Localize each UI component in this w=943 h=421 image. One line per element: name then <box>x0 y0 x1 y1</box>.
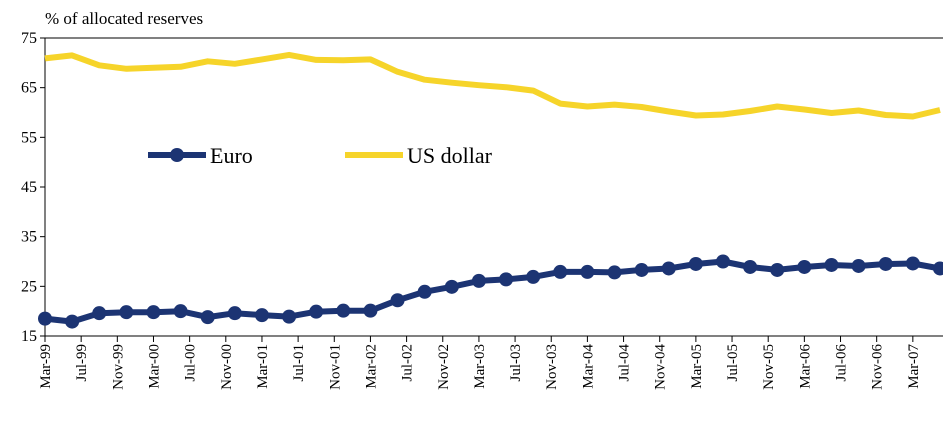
x-tick-label: Nov-03 <box>544 344 560 390</box>
x-tick-label: Mar-06 <box>797 344 813 389</box>
series-marker <box>797 259 812 274</box>
x-tick-label: Nov-06 <box>870 344 886 390</box>
legend-marker <box>170 148 184 162</box>
x-tick-label: Mar-07 <box>906 344 922 389</box>
x-tick-label: Jul-02 <box>400 344 416 382</box>
series-marker <box>119 305 134 320</box>
x-tick-label: Nov-01 <box>327 344 343 390</box>
series-marker <box>227 306 242 321</box>
series-marker <box>38 311 52 326</box>
x-tick-label: Jul-99 <box>74 344 90 382</box>
series-marker <box>607 265 622 280</box>
series-marker <box>499 272 514 287</box>
series-marker <box>254 308 269 323</box>
x-tick-label: Jul-04 <box>617 344 633 382</box>
y-tick-label: 55 <box>21 129 37 146</box>
series-marker <box>526 269 541 284</box>
legend-label: Euro <box>210 143 253 168</box>
series-marker <box>444 279 459 294</box>
x-tick-label: Mar-99 <box>38 344 54 389</box>
x-tick-label: Jul-00 <box>183 344 199 382</box>
x-tick-label: Nov-05 <box>761 344 777 390</box>
x-tick-label: Mar-01 <box>255 344 271 389</box>
series-marker <box>824 257 839 272</box>
x-tick-label: Nov-02 <box>436 344 452 390</box>
x-tick-label: Jul-05 <box>725 344 741 382</box>
legend-item: US dollar <box>345 143 493 168</box>
series-marker <box>634 262 649 277</box>
series-marker <box>743 259 758 274</box>
series-marker <box>417 284 432 299</box>
x-tick-label: Mar-03 <box>472 344 488 389</box>
x-tick-label: Nov-00 <box>219 344 235 390</box>
x-tick-label: Mar-05 <box>689 344 705 389</box>
series-marker <box>471 273 486 288</box>
x-tick-label: Jul-03 <box>508 344 524 382</box>
x-tick-label: Nov-04 <box>653 344 669 390</box>
y-tick-label: 75 <box>21 30 37 47</box>
series-marker <box>553 264 568 279</box>
series-line <box>44 258 941 325</box>
x-tick-label: Jul-01 <box>291 344 307 382</box>
series-marker <box>309 304 324 319</box>
x-tick-label: Jul-06 <box>834 344 850 382</box>
series-marker <box>716 254 730 269</box>
series-marker <box>92 306 107 321</box>
series-marker <box>580 264 595 279</box>
series-marker <box>932 261 943 276</box>
series-marker <box>282 309 297 324</box>
legend-item: Euro <box>148 143 253 168</box>
y-tick-label: 45 <box>21 179 37 196</box>
x-tick-label: Mar-00 <box>146 344 162 389</box>
series-marker <box>905 256 920 271</box>
series-marker <box>770 262 785 277</box>
x-tick-label: Nov-99 <box>110 344 126 390</box>
series-marker <box>878 256 893 271</box>
series-marker <box>661 261 676 276</box>
y-tick-label: 35 <box>21 229 37 246</box>
series-marker <box>200 310 215 325</box>
series-line <box>44 51 941 120</box>
legend-label: US dollar <box>407 143 493 168</box>
series-marker <box>851 258 866 273</box>
y-tick-label: 25 <box>21 278 37 295</box>
y-tick-label: 65 <box>21 80 37 97</box>
series-marker <box>173 304 188 319</box>
x-tick-label: Mar-02 <box>363 344 379 389</box>
series-marker <box>363 303 378 318</box>
chart-title: % of allocated reserves <box>45 9 203 28</box>
y-tick-label: 15 <box>21 328 37 345</box>
series-marker <box>390 293 405 308</box>
series-marker <box>688 256 703 271</box>
series-marker <box>336 303 351 318</box>
x-tick-label: Mar-04 <box>580 344 596 389</box>
series-marker <box>65 314 80 329</box>
series-marker <box>146 305 161 320</box>
